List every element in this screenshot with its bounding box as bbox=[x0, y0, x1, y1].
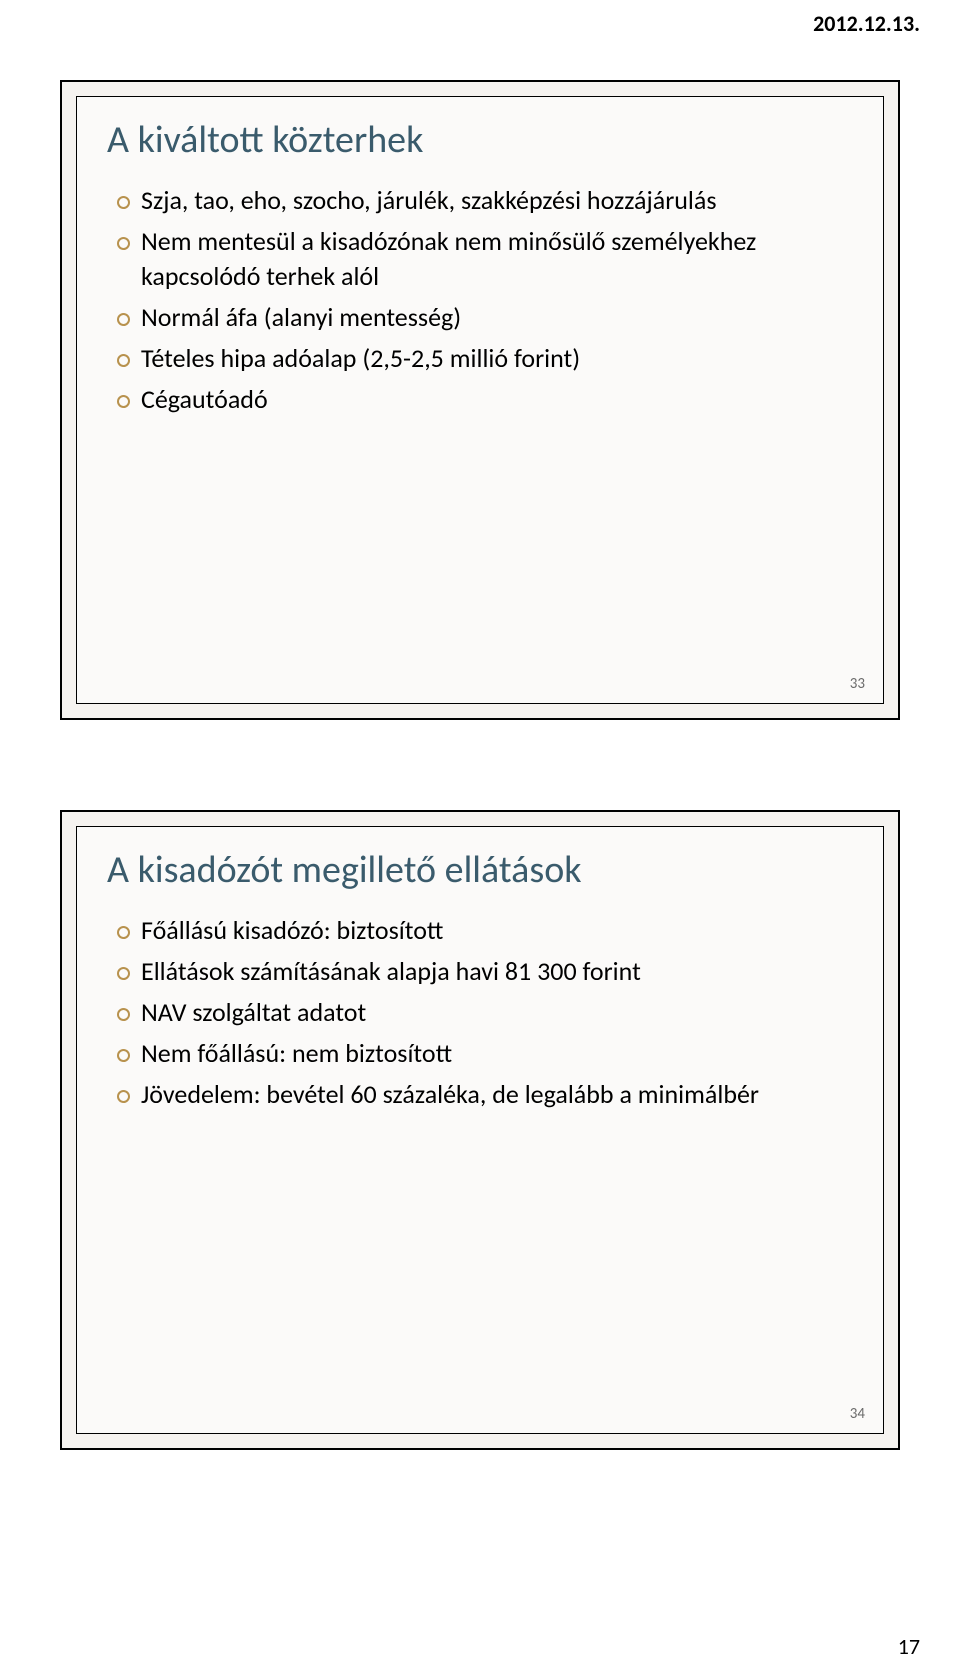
slide-1-title: A kiváltott közterhek bbox=[107, 119, 853, 163]
list-item: Tételes hipa adóalap (2,5-2,5 millió for… bbox=[107, 341, 853, 376]
footer-page-number: 17 bbox=[898, 1633, 920, 1660]
list-item: NAV szolgáltat adatot bbox=[107, 995, 853, 1030]
slide-1-bullets: Szja, tao, eho, szocho, járulék, szakkép… bbox=[107, 183, 853, 418]
list-item: Szja, tao, eho, szocho, járulék, szakkép… bbox=[107, 183, 853, 218]
slide-2-number: 34 bbox=[850, 1405, 865, 1423]
list-item: Főállású kisadózó: biztosított bbox=[107, 913, 853, 948]
list-item: Normál áfa (alanyi mentesség) bbox=[107, 300, 853, 335]
slide-2-title: A kisadózót megillető ellátások bbox=[107, 849, 853, 893]
slide-1-number: 33 bbox=[850, 675, 865, 693]
slide-1: A kiváltott közterhek Szja, tao, eho, sz… bbox=[60, 80, 900, 720]
page: 2012.12.13. A kiváltott közterhek Szja, … bbox=[0, 0, 960, 1672]
list-item: Ellátások számításának alapja havi 81 30… bbox=[107, 954, 853, 989]
slide-2: A kisadózót megillető ellátások Főállású… bbox=[60, 810, 900, 1450]
slide-2-bullets: Főállású kisadózó: biztosított Ellátások… bbox=[107, 913, 853, 1112]
list-item: Jövedelem: bevétel 60 százaléka, de lega… bbox=[107, 1077, 853, 1112]
list-item: Cégautóadó bbox=[107, 382, 853, 417]
slide-1-inner: A kiváltott közterhek Szja, tao, eho, sz… bbox=[76, 96, 884, 704]
slide-2-inner: A kisadózót megillető ellátások Főállású… bbox=[76, 826, 884, 1434]
list-item: Nem főállású: nem biztosított bbox=[107, 1036, 853, 1071]
list-item: Nem mentesül a kisadózónak nem minősülő … bbox=[107, 224, 853, 294]
header-date: 2012.12.13. bbox=[813, 10, 920, 37]
